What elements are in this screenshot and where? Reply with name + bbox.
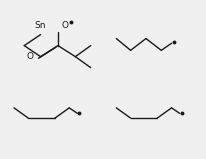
- Text: Sn: Sn: [35, 21, 46, 30]
- Text: O: O: [61, 21, 68, 30]
- Text: O: O: [27, 52, 34, 61]
